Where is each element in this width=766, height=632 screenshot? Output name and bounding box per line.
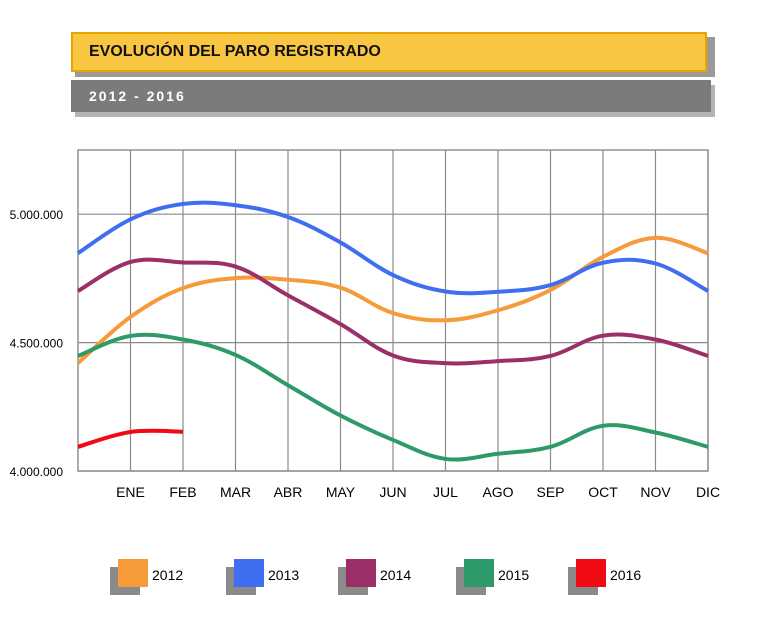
series-line-2016 [77,428,184,449]
legend-swatch [576,559,606,587]
x-tick-label: ABR [274,484,303,500]
legend-label: 2014 [380,567,412,583]
chart-title: EVOLUCIÓN DEL PARO REGISTRADO [89,43,381,60]
x-tick-label: NOV [640,484,671,500]
legend-swatch [346,559,376,587]
title-banner: EVOLUCIÓN DEL PARO REGISTRADO [71,32,707,72]
x-tick-label: MAY [326,484,356,500]
subtitle-banner: 2012 - 2016 [71,80,711,112]
series-line-2012 [76,235,709,365]
x-tick-label: DIC [696,484,720,500]
x-tick-label: AGO [482,484,513,500]
legend-swatch [118,559,148,587]
series-line-2013 [76,200,709,296]
x-tick-label: JUL [433,484,458,500]
x-tick-label: MAR [220,484,251,500]
x-tick-label: FEB [169,484,196,500]
legend-label: 2016 [610,567,642,583]
plot-border [77,149,709,472]
legend-label: 2015 [498,567,530,583]
x-tick-label: OCT [588,484,618,500]
y-tick-label: 4.000.000 [10,465,64,479]
y-tick-label: 5.000.000 [10,208,64,222]
legend-swatch [234,559,264,587]
series-line-2015 [77,332,709,462]
legend-label: 2012 [152,567,184,583]
chart-subtitle: 2012 - 2016 [89,88,186,104]
legend-swatch [464,559,494,587]
legend-label: 2013 [268,567,300,583]
x-tick-label: JUN [379,484,406,500]
x-tick-label: SEP [536,484,564,500]
y-tick-label: 4.500.000 [10,337,64,351]
series-line-2014 [76,257,709,366]
x-tick-label: ENE [116,484,145,500]
